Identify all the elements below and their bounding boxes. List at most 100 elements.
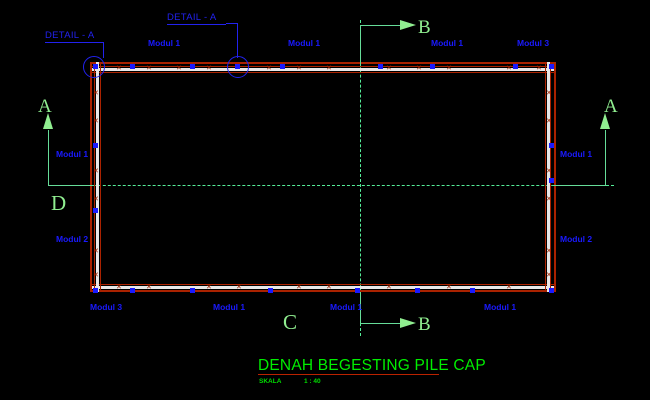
detail-callout-mid-underline — [167, 24, 226, 25]
centerline-vertical — [360, 20, 361, 336]
detail-circle-mid — [227, 56, 249, 78]
detail-callout-mid-label: DETAIL - A — [167, 12, 217, 23]
joint-node — [549, 64, 554, 69]
tie-marker: ✕ — [506, 284, 512, 291]
module-label-top-3: Modul 1 — [431, 38, 464, 48]
section-a-right-line-h — [554, 185, 606, 186]
module-label-bottom-3: Modul 1 — [330, 302, 363, 312]
module-label-right-1: Modul 1 — [560, 149, 593, 159]
formwork-top-inner — [90, 68, 555, 71]
tie-marker: ✕ — [546, 196, 552, 203]
tie-marker: ✕ — [176, 65, 182, 72]
joint-node — [549, 178, 554, 183]
tie-marker: ✕ — [536, 65, 542, 72]
formwork-bottom-outer2 — [90, 290, 555, 292]
section-a-left-arrow-icon — [43, 113, 53, 129]
joint-node — [268, 288, 273, 293]
formwork-top-line — [90, 71, 555, 73]
joint-node — [470, 288, 475, 293]
tie-marker: ✕ — [416, 65, 422, 72]
module-label-right-2: Modul 2 — [560, 234, 593, 244]
joint-node — [355, 288, 360, 293]
detail-callout-left-leader — [103, 42, 104, 58]
tie-marker: ✕ — [206, 284, 212, 291]
formwork-top-outer — [90, 62, 555, 64]
joint-node — [415, 288, 420, 293]
tie-marker: ✕ — [93, 90, 99, 97]
section-a-left-letter: A — [38, 96, 52, 117]
formwork-left-outer2 — [94, 62, 95, 292]
formwork-right-outer — [554, 62, 556, 292]
tie-marker: ✕ — [296, 65, 302, 72]
tie-marker: ✕ — [93, 168, 99, 175]
joint-node — [130, 288, 135, 293]
section-a-left-line-h — [48, 185, 93, 186]
detail-callout-mid-leader-h — [226, 23, 238, 24]
tie-marker: ✕ — [386, 65, 392, 72]
scale-label: SKALA — [259, 378, 282, 385]
scale-value: 1 : 40 — [304, 378, 321, 385]
section-b-top-line-v — [360, 25, 361, 65]
tie-marker: ✕ — [266, 65, 272, 72]
section-b-bottom-line-v — [360, 292, 361, 324]
section-a-right-line-v — [605, 130, 606, 186]
tie-marker: ✕ — [546, 118, 552, 125]
joint-node — [513, 64, 518, 69]
tie-marker: ✕ — [506, 65, 512, 72]
joint-node — [549, 143, 554, 148]
section-b-bottom-line-h — [360, 323, 402, 324]
detail-callout-left-underline — [45, 42, 104, 43]
module-label-bottom-1: Modul 3 — [90, 302, 123, 312]
section-b-top-line-h — [360, 25, 402, 26]
detail-circle-corner — [83, 56, 105, 78]
module-label-top-4: Modul 3 — [517, 38, 550, 48]
tie-marker: ✕ — [546, 248, 552, 255]
formwork-bottom-inner — [90, 286, 555, 289]
module-label-bottom-2: Modul 1 — [213, 302, 246, 312]
formwork-right-line — [545, 62, 546, 292]
joint-node — [190, 64, 195, 69]
section-c-letter: C — [283, 310, 298, 334]
section-d-letter: D — [51, 191, 67, 215]
module-label-top-2: Modul 1 — [288, 38, 321, 48]
tie-marker: ✕ — [386, 284, 392, 291]
tie-marker: ✕ — [546, 168, 552, 175]
tie-marker: ✕ — [93, 118, 99, 125]
module-label-left-2: Modul 2 — [56, 234, 89, 244]
joint-node — [93, 143, 98, 148]
section-b-bottom-arrow-icon — [400, 318, 416, 328]
tie-marker: ✕ — [146, 65, 152, 72]
tie-marker: ✕ — [93, 196, 99, 203]
tie-marker: ✕ — [546, 272, 552, 279]
section-a-right-arrow-icon — [600, 113, 610, 129]
formwork-bottom-outer — [90, 291, 555, 292]
joint-node — [430, 64, 435, 69]
formwork-right-inner — [547, 62, 550, 292]
formwork-top-outer2 — [90, 66, 555, 67]
formwork-left-inner — [96, 62, 99, 292]
formwork-right-outer2 — [550, 62, 551, 292]
tie-marker: ✕ — [116, 65, 122, 72]
module-label-top-1: Modul 1 — [148, 38, 181, 48]
tie-marker: ✕ — [446, 284, 452, 291]
tie-marker: ✕ — [93, 272, 99, 279]
detail-callout-left-label: DETAIL - A — [45, 30, 95, 41]
tie-marker: ✕ — [326, 65, 332, 72]
joint-node — [378, 64, 383, 69]
tie-marker: ✕ — [296, 284, 302, 291]
joint-node — [130, 64, 135, 69]
tie-marker: ✕ — [546, 90, 552, 97]
section-b-top-arrow-icon — [400, 20, 416, 30]
formwork-left-line — [99, 62, 101, 292]
tie-marker: ✕ — [236, 284, 242, 291]
tie-marker: ✕ — [116, 284, 122, 291]
detail-callout-mid-leader-v — [237, 23, 238, 58]
section-a-right-letter: A — [604, 96, 618, 117]
section-b-top-letter: B — [418, 17, 431, 38]
joint-node — [190, 288, 195, 293]
tie-marker: ✕ — [93, 248, 99, 255]
joint-node — [93, 208, 98, 213]
joint-node — [280, 64, 285, 69]
formwork-left-outer — [90, 62, 92, 292]
